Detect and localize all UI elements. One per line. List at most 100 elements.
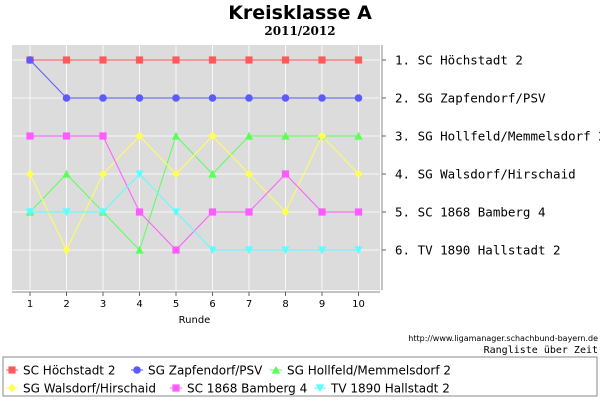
x-tick-label: 6: [209, 299, 215, 310]
rank-label: 3. SG Hollfeld/Memmelsdorf 2: [395, 129, 600, 144]
data-point: [244, 246, 254, 255]
rank-label: 2. SG Zapfendorf/PSV: [395, 91, 546, 106]
x-tick-label: 8: [282, 299, 288, 310]
series-line: [30, 173, 359, 251]
chart-caption: Rangliste über Zeit: [484, 345, 598, 356]
series-group: [25, 56, 363, 255]
data-point: [62, 132, 71, 140]
data-point: [354, 131, 363, 140]
data-point: [281, 207, 290, 217]
data-point: [171, 131, 181, 140]
data-point: [172, 94, 180, 102]
x-tick-label: 5: [173, 299, 179, 310]
data-point: [281, 246, 290, 255]
data-point: [25, 169, 35, 179]
data-point: [317, 246, 327, 255]
source-url: http://www.ligamanager.schachbund-bayern…: [408, 334, 598, 343]
x-tick-label: 1: [27, 299, 33, 310]
series-2: [26, 56, 363, 102]
legend-marker: [7, 383, 17, 393]
data-point: [244, 169, 254, 179]
chart-subtitle: 2011/2012: [264, 24, 335, 38]
legend-label: SC Höchstadt 2: [23, 364, 115, 378]
data-point: [281, 170, 290, 178]
data-point: [98, 208, 108, 217]
data-point: [281, 56, 290, 64]
data-point: [318, 94, 326, 102]
data-point: [62, 208, 71, 217]
data-point: [354, 56, 363, 64]
data-point: [98, 169, 108, 179]
data-point: [172, 56, 180, 64]
legend-marker: [133, 366, 141, 374]
data-point: [208, 208, 217, 216]
data-point: [26, 132, 34, 140]
legend-marker: [8, 366, 16, 374]
legend-marker: [315, 384, 325, 393]
series-6: [25, 170, 363, 255]
data-point: [281, 131, 290, 140]
legend-item: SG Hollfeld/Memmelsdorf 2: [270, 364, 451, 378]
rank-label: 4. SG Walsdorf/Hirschaid: [395, 167, 576, 182]
legend-item: SC 1868 Bamberg 4: [170, 382, 307, 396]
data-point: [135, 245, 144, 254]
legend-label: TV 1890 Hallstadt 2: [330, 382, 450, 396]
legend-box: [2, 356, 598, 397]
x-ticks: 1 2 3 4 5 6 7 8 9 10: [27, 292, 365, 310]
data-point: [208, 131, 217, 141]
x-tick-label: 10: [352, 299, 365, 310]
chart-title: Kreisklasse A: [228, 2, 372, 24]
x-tick-label: 9: [319, 299, 325, 310]
series-line: [29, 59, 359, 99]
data-point: [135, 94, 144, 102]
data-point: [244, 131, 254, 140]
data-point: [208, 56, 217, 64]
data-point: [208, 169, 217, 178]
data-point: [318, 208, 326, 216]
legend-marker: [271, 365, 281, 374]
x-axis-label: Runde: [179, 315, 211, 326]
data-point: [62, 245, 71, 255]
legend-label: SG Walsdorf/Hirschaid: [23, 382, 156, 396]
data-point: [135, 56, 144, 64]
data-point: [281, 94, 290, 102]
data-point: [245, 208, 253, 216]
data-point: [62, 94, 71, 102]
data-point: [171, 169, 181, 179]
data-point: [171, 208, 181, 217]
data-point: [318, 56, 326, 64]
x-tick-label: 3: [100, 299, 106, 310]
data-point: [62, 169, 71, 178]
data-point: [354, 208, 363, 216]
data-point: [62, 56, 71, 64]
legend: SC Höchstadt 2 SG Zapfendorf/PSV SG Hollfe…: [6, 364, 451, 396]
legend-item: SC Höchstadt 2: [6, 364, 115, 378]
x-tick-label: 4: [136, 299, 142, 310]
legend-marker: [172, 384, 180, 392]
series-1: [26, 56, 363, 64]
x-tick-label: 7: [246, 299, 252, 310]
legend-label: SG Hollfeld/Memmelsdorf 2: [287, 364, 451, 378]
data-point: [245, 56, 253, 64]
data-point: [135, 131, 144, 141]
data-point: [26, 56, 34, 64]
rank-label: 5. SC 1868 Bamberg 4: [395, 205, 546, 220]
x-tick-label: 2: [63, 299, 69, 310]
data-point: [99, 94, 107, 102]
data-point: [25, 208, 35, 217]
rank-labels: 1. SC Höchstadt 2 2. SG Zapfendorf/PSV 3. …: [382, 53, 600, 258]
legend-item: SG Zapfendorf/PSV: [131, 364, 263, 378]
data-point: [354, 94, 363, 102]
data-point: [354, 246, 363, 255]
data-point: [135, 170, 144, 179]
data-point: [354, 169, 363, 179]
data-point: [135, 208, 144, 216]
legend-item: SG Walsdorf/Hirschaid: [6, 382, 156, 396]
data-point: [99, 132, 107, 140]
rank-label: 6. TV 1890 Hallstadt 2: [395, 243, 561, 258]
data-point: [208, 246, 217, 255]
data-point: [317, 131, 327, 141]
plot-area: [12, 45, 380, 290]
data-point: [172, 246, 180, 254]
